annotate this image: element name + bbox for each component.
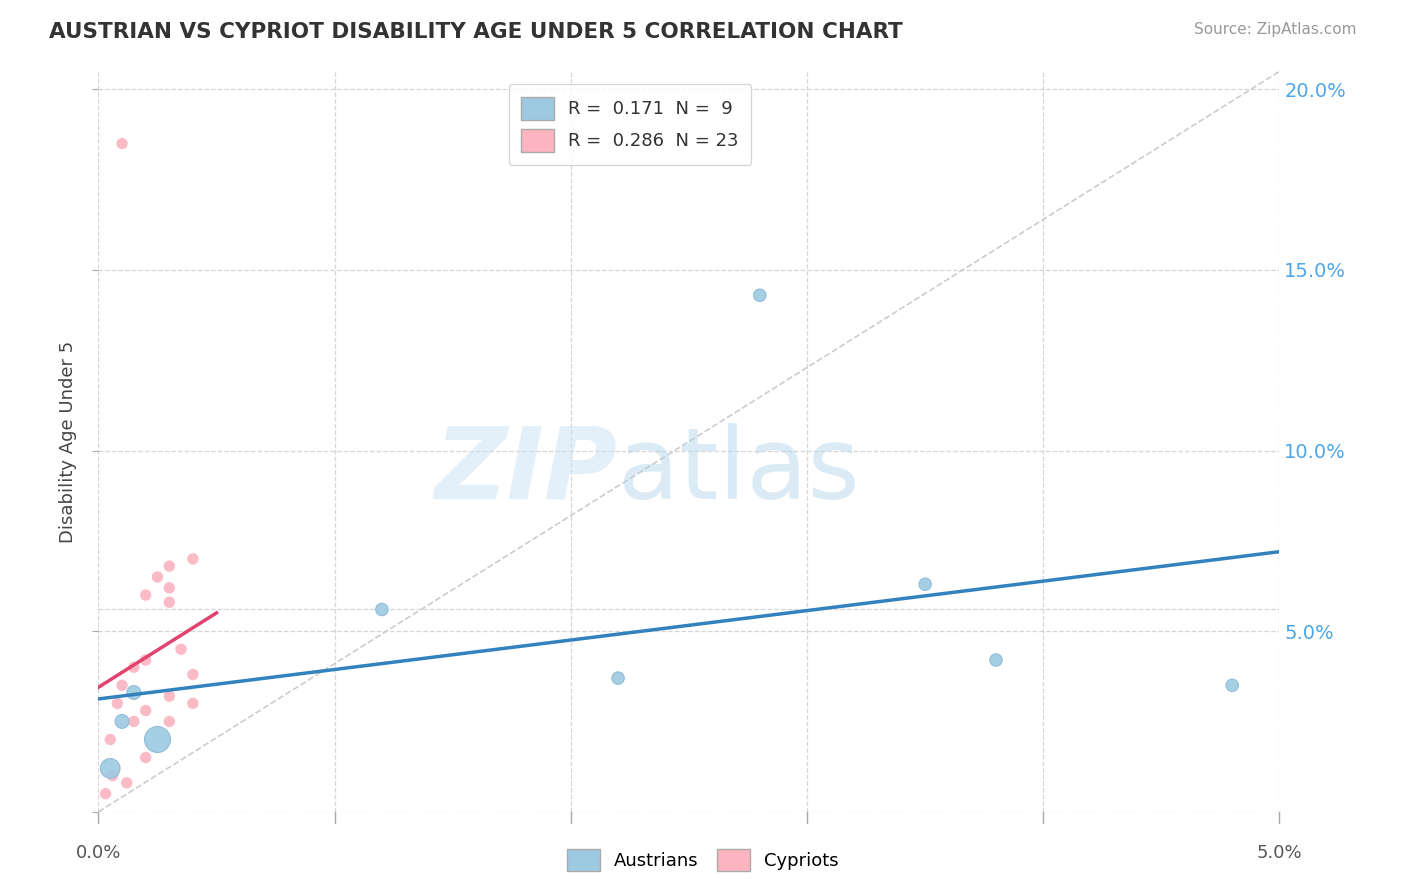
Point — [135, 588, 157, 602]
Point — [115, 776, 138, 790]
Point — [135, 704, 157, 718]
Point — [111, 678, 134, 692]
Point — [157, 689, 180, 703]
Text: 5.0%: 5.0% — [1257, 844, 1302, 863]
Point — [105, 697, 128, 711]
Point — [157, 714, 180, 729]
Point — [111, 136, 134, 151]
Point — [122, 714, 145, 729]
Point — [181, 552, 204, 566]
Point — [181, 667, 204, 681]
Point — [135, 653, 157, 667]
Point — [122, 685, 145, 699]
Point — [94, 787, 117, 801]
Point — [181, 697, 204, 711]
Y-axis label: Disability Age Under 5: Disability Age Under 5 — [59, 341, 77, 542]
Point — [157, 581, 180, 595]
Point — [146, 732, 169, 747]
Point — [135, 750, 157, 764]
Point — [157, 559, 180, 574]
Point — [122, 660, 145, 674]
Text: Source: ZipAtlas.com: Source: ZipAtlas.com — [1194, 22, 1357, 37]
Point — [157, 595, 180, 609]
Point — [914, 577, 936, 591]
Point — [111, 714, 134, 729]
Point — [170, 642, 193, 657]
Text: atlas: atlas — [619, 423, 859, 520]
Point — [607, 671, 630, 685]
Text: 0.0%: 0.0% — [76, 844, 121, 863]
Legend: Austrians, Cypriots: Austrians, Cypriots — [560, 842, 846, 879]
Point — [371, 602, 394, 616]
Point — [101, 769, 124, 783]
Point — [1220, 678, 1243, 692]
Text: ZIP: ZIP — [434, 423, 619, 520]
Point — [98, 732, 121, 747]
Text: AUSTRIAN VS CYPRIOT DISABILITY AGE UNDER 5 CORRELATION CHART: AUSTRIAN VS CYPRIOT DISABILITY AGE UNDER… — [49, 22, 903, 42]
Point — [748, 288, 770, 302]
Point — [98, 761, 121, 775]
Point — [146, 570, 169, 584]
Legend: R =  0.171  N =  9, R =  0.286  N = 23: R = 0.171 N = 9, R = 0.286 N = 23 — [509, 84, 751, 165]
Point — [984, 653, 1007, 667]
